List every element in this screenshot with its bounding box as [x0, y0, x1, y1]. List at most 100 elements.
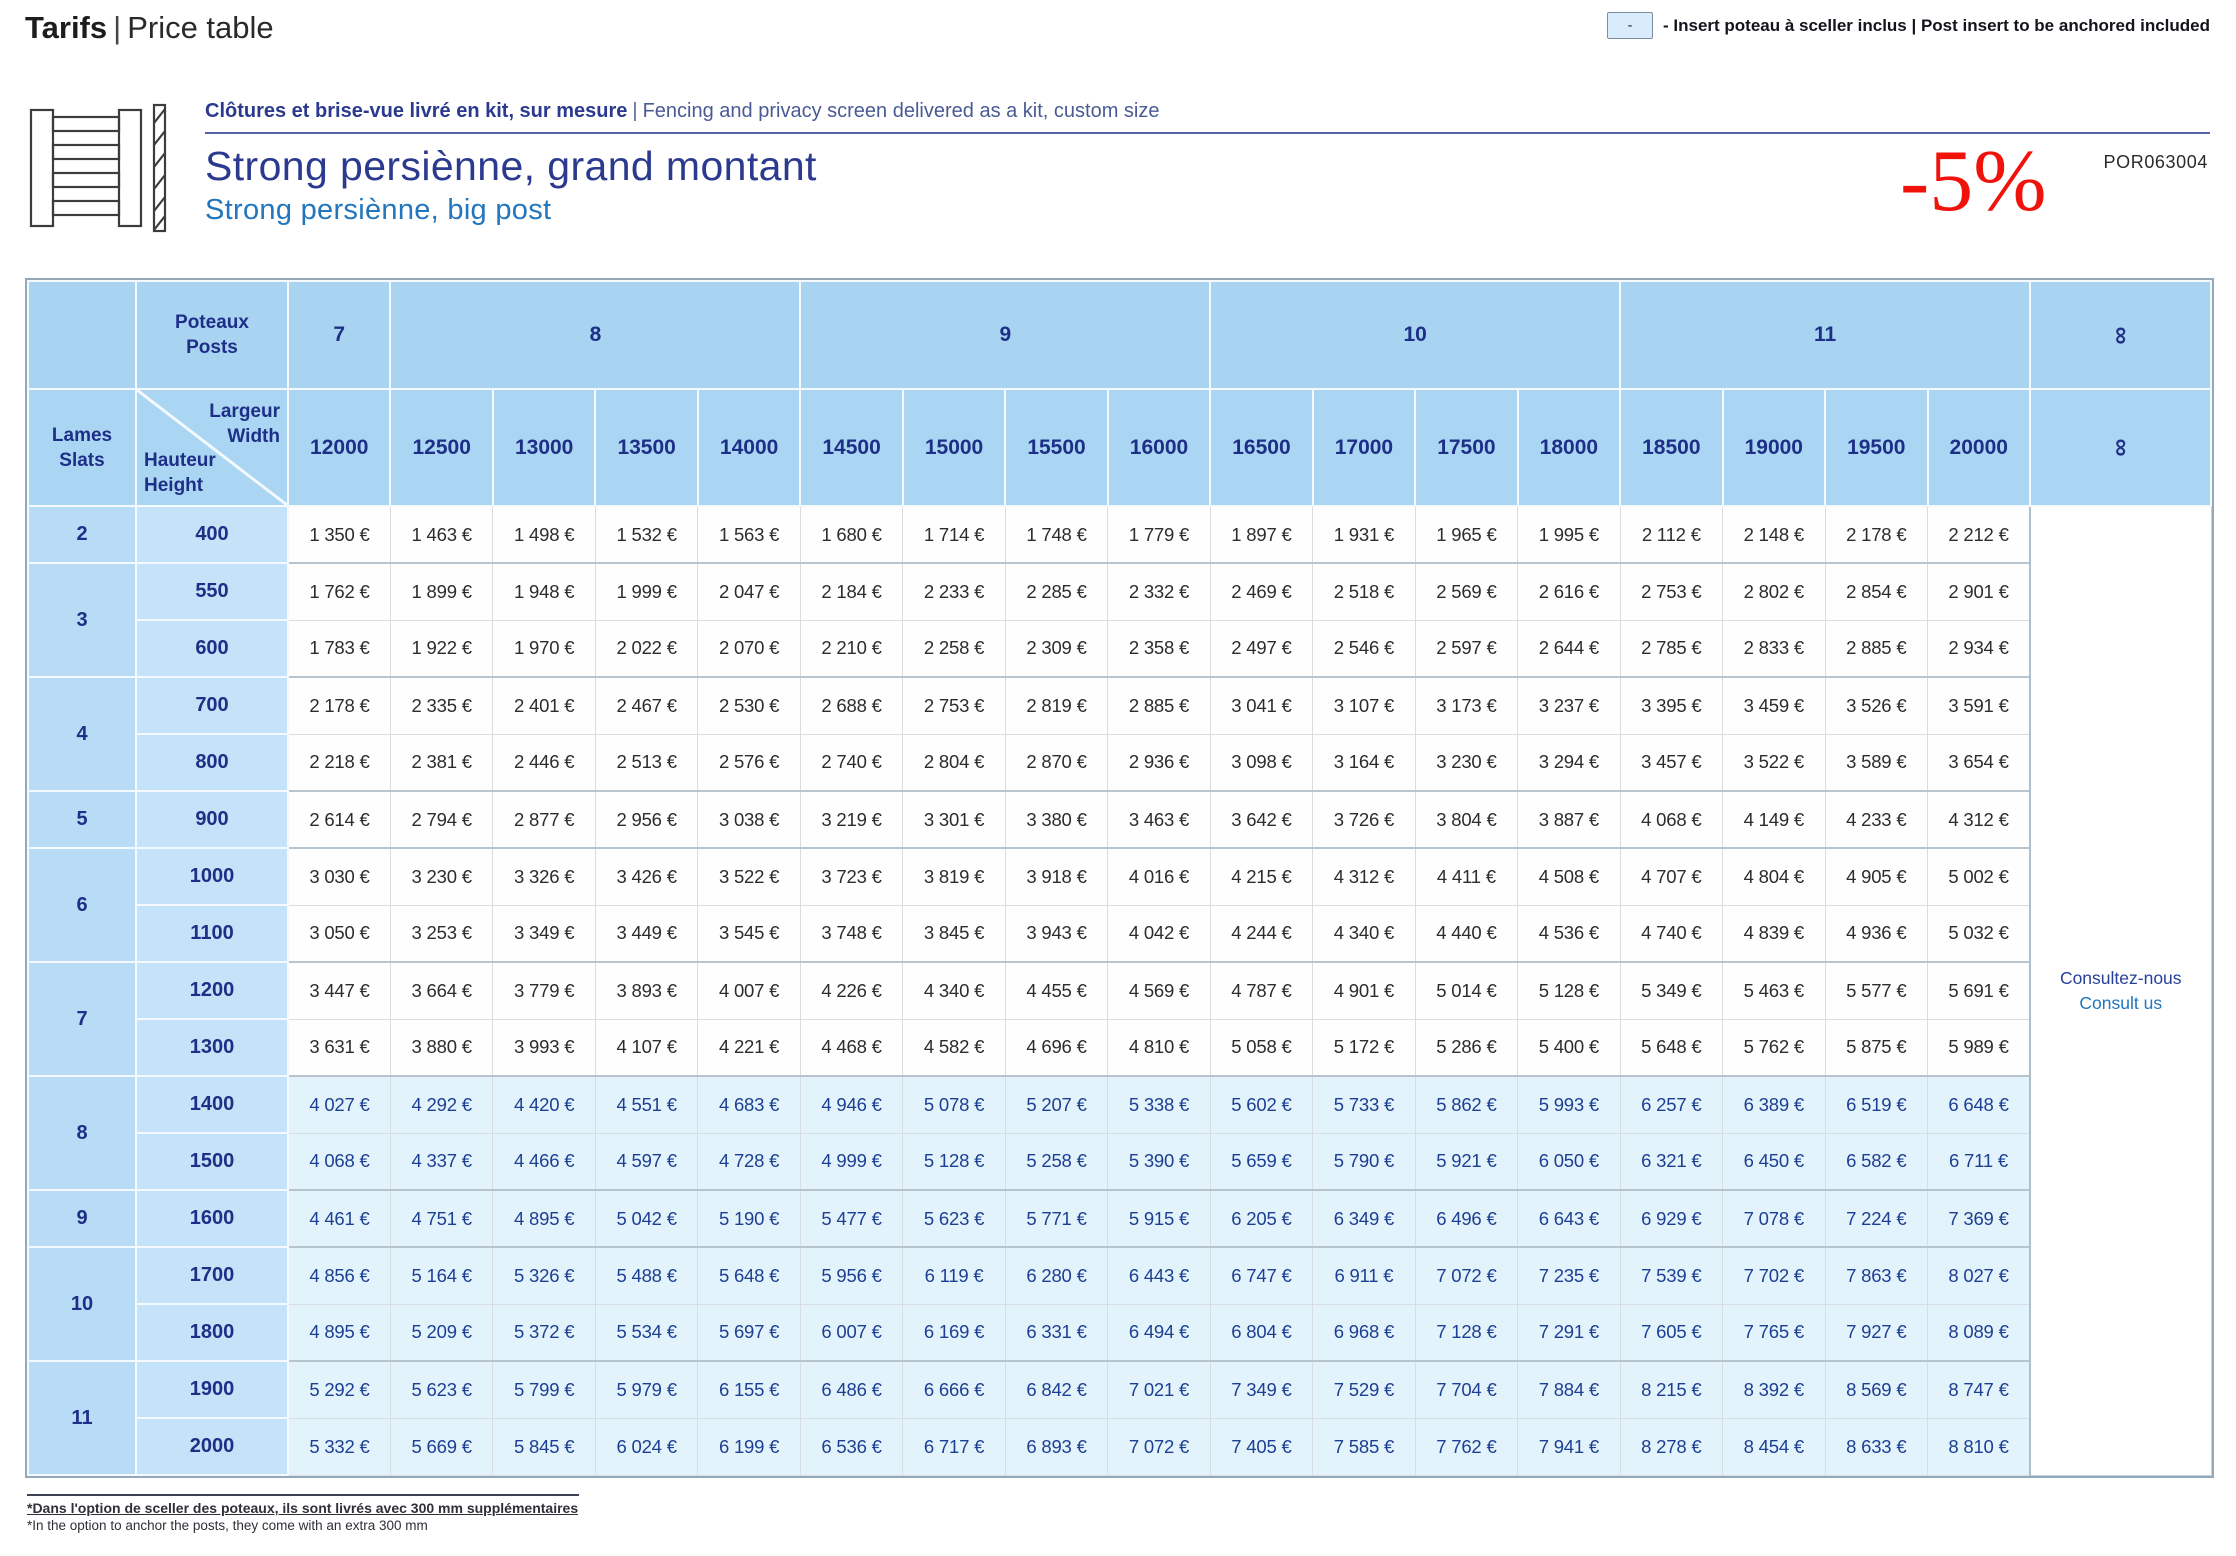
price-cell: 2 885 € — [1824, 619, 1929, 678]
price-cell: 4 508 € — [1517, 847, 1621, 906]
price-cell: 5 286 € — [1414, 1018, 1519, 1077]
product-name-fr: Strong persiènne, grand montant — [205, 143, 817, 189]
price-cell: 4 420 € — [492, 1075, 596, 1134]
price-cell: 3 253 € — [389, 904, 494, 963]
discount-badge: -5% — [1900, 133, 2047, 230]
price-cell: 8 569 € — [1824, 1360, 1929, 1419]
price-cell: 6 169 € — [902, 1303, 1006, 1362]
price-cell: 3 887 € — [1517, 790, 1621, 849]
price-cell: 1 995 € — [1517, 505, 1621, 564]
page-title: Tarifs | Price table — [25, 10, 274, 46]
price-cell: 2 285 € — [1004, 562, 1109, 621]
price-cell: 4 804 € — [1722, 847, 1826, 906]
price-cell: 2 047 € — [697, 562, 801, 621]
width-cell: 15000 — [901, 388, 1007, 507]
height-cell: 600 — [135, 619, 289, 678]
price-cell: 3 642 € — [1209, 790, 1314, 849]
price-cell: 3 326 € — [492, 847, 596, 906]
price-cell: 3 230 € — [1414, 733, 1519, 792]
price-cell: 7 021 € — [1107, 1360, 1211, 1419]
price-cell: 7 072 € — [1107, 1417, 1211, 1476]
price-cell: 4 337 € — [389, 1132, 494, 1191]
slats-cell: 8 — [27, 1075, 137, 1191]
slats-cell: 3 — [27, 562, 137, 678]
price-cell: 1 899 € — [389, 562, 494, 621]
price-cell: 4 312 € — [1312, 847, 1416, 906]
price-cell: 4 905 € — [1824, 847, 1929, 906]
price-cell: 2 497 € — [1209, 619, 1314, 678]
price-cell: 3 918 € — [1004, 847, 1109, 906]
price-cell: 6 648 € — [1927, 1075, 2031, 1134]
price-cell: 8 810 € — [1927, 1417, 2031, 1476]
price-cell: 2 576 € — [697, 733, 801, 792]
price-cell: 6 666 € — [902, 1360, 1006, 1419]
price-cell: 6 893 € — [1004, 1417, 1109, 1476]
price-cell: 5 659 € — [1209, 1132, 1314, 1191]
price-cell: 6 486 € — [799, 1360, 904, 1419]
price-cell: 5 349 € — [1619, 961, 1724, 1020]
price-cell: 7 704 € — [1414, 1360, 1519, 1419]
price-cell: 6 968 € — [1312, 1303, 1416, 1362]
price-cell: 5 623 € — [389, 1360, 494, 1419]
post-group-cell: 10 — [1209, 280, 1622, 390]
width-cell: 12000 — [286, 388, 392, 507]
price-cell: 4 461 € — [287, 1189, 391, 1248]
price-cell: 5 390 € — [1107, 1132, 1211, 1191]
price-cell: 7 585 € — [1312, 1417, 1416, 1476]
price-cell: 4 340 € — [902, 961, 1006, 1020]
price-cell: 8 215 € — [1619, 1360, 1724, 1419]
price-cell: 4 466 € — [492, 1132, 596, 1191]
width-cell: 17500 — [1414, 388, 1519, 507]
table-row: 1500 4 068 €4 337 €4 466 €4 597 €4 728 €4… — [28, 1132, 2211, 1191]
price-cell: 3 893 € — [594, 961, 699, 1020]
price-cell: 1 970 € — [492, 619, 596, 678]
price-cell: 2 753 € — [902, 676, 1006, 735]
height-cell: 700 — [135, 676, 289, 735]
price-cell: 7 235 € — [1517, 1246, 1621, 1305]
product-code: POR063004 — [2103, 152, 2208, 172]
price-cell: 2 854 € — [1824, 562, 1929, 621]
height-label: Hauteur Height — [144, 450, 216, 496]
price-cell: 5 691 € — [1927, 961, 2031, 1020]
table-row: 1800 4 895 €5 209 €5 372 €5 534 €5 697 €6… — [28, 1303, 2211, 1362]
price-cell: 4 233 € — [1824, 790, 1929, 849]
price-table-wrapper: Poteaux Posts 7 8 9 10 11 ∞ Lames Slats Largeur Wid… — [25, 278, 2214, 1478]
price-cell: 2 218 € — [287, 733, 391, 792]
price-cell: 3 654 € — [1927, 733, 2031, 792]
price-cell: 5 989 € — [1927, 1018, 2031, 1077]
price-cell: 7 762 € — [1414, 1417, 1519, 1476]
price-cell: 5 209 € — [389, 1303, 494, 1362]
table-row: 3 550 1 762 €1 899 €1 948 €1 999 €2 047 €2… — [27, 562, 2211, 678]
price-cell: 2 233 € — [902, 562, 1006, 621]
price-cell: 6 536 € — [799, 1417, 904, 1476]
slats-cell: 6 — [27, 847, 137, 963]
slats-cell: 10 — [27, 1246, 137, 1362]
price-cell: 4 740 € — [1619, 904, 1724, 963]
price-cell: 3 993 € — [492, 1018, 596, 1077]
price-cell: 3 447 € — [287, 961, 391, 1020]
slats-header: Lames Slats — [27, 388, 137, 507]
table-row: 5 900 2 614 €2 794 €2 877 €2 956 €3 038 €3… — [27, 790, 2211, 849]
price-cell: 2 530 € — [697, 676, 801, 735]
kit-line: Clôtures et brise-vue livré en kit, sur … — [205, 100, 2210, 134]
price-cell: 3 522 € — [1722, 733, 1826, 792]
price-cell: 2 469 € — [1209, 562, 1314, 621]
price-cell: 5 669 € — [389, 1417, 494, 1476]
width-cell: 13500 — [594, 388, 699, 507]
price-cell: 5 602 € — [1209, 1075, 1314, 1134]
price-cell: 4 468 € — [799, 1018, 904, 1077]
price-cell: 7 369 € — [1927, 1189, 2031, 1248]
post-group-cell: 7 — [286, 280, 392, 390]
price-cell: 6 494 € — [1107, 1303, 1211, 1362]
price-cell: 2 210 € — [799, 619, 904, 678]
price-cell: 2 569 € — [1414, 562, 1519, 621]
price-cell: 4 696 € — [1004, 1018, 1109, 1077]
price-cell: 6 199 € — [697, 1417, 801, 1476]
price-cell: 7 349 € — [1209, 1360, 1314, 1419]
price-cell: 4 751 € — [389, 1189, 494, 1248]
width-cell: 20000 — [1926, 388, 2031, 507]
price-cell: 3 526 € — [1824, 676, 1929, 735]
width-cell: 19500 — [1824, 388, 1929, 507]
width-cell: 19000 — [1721, 388, 1827, 507]
price-cell: 7 291 € — [1517, 1303, 1621, 1362]
